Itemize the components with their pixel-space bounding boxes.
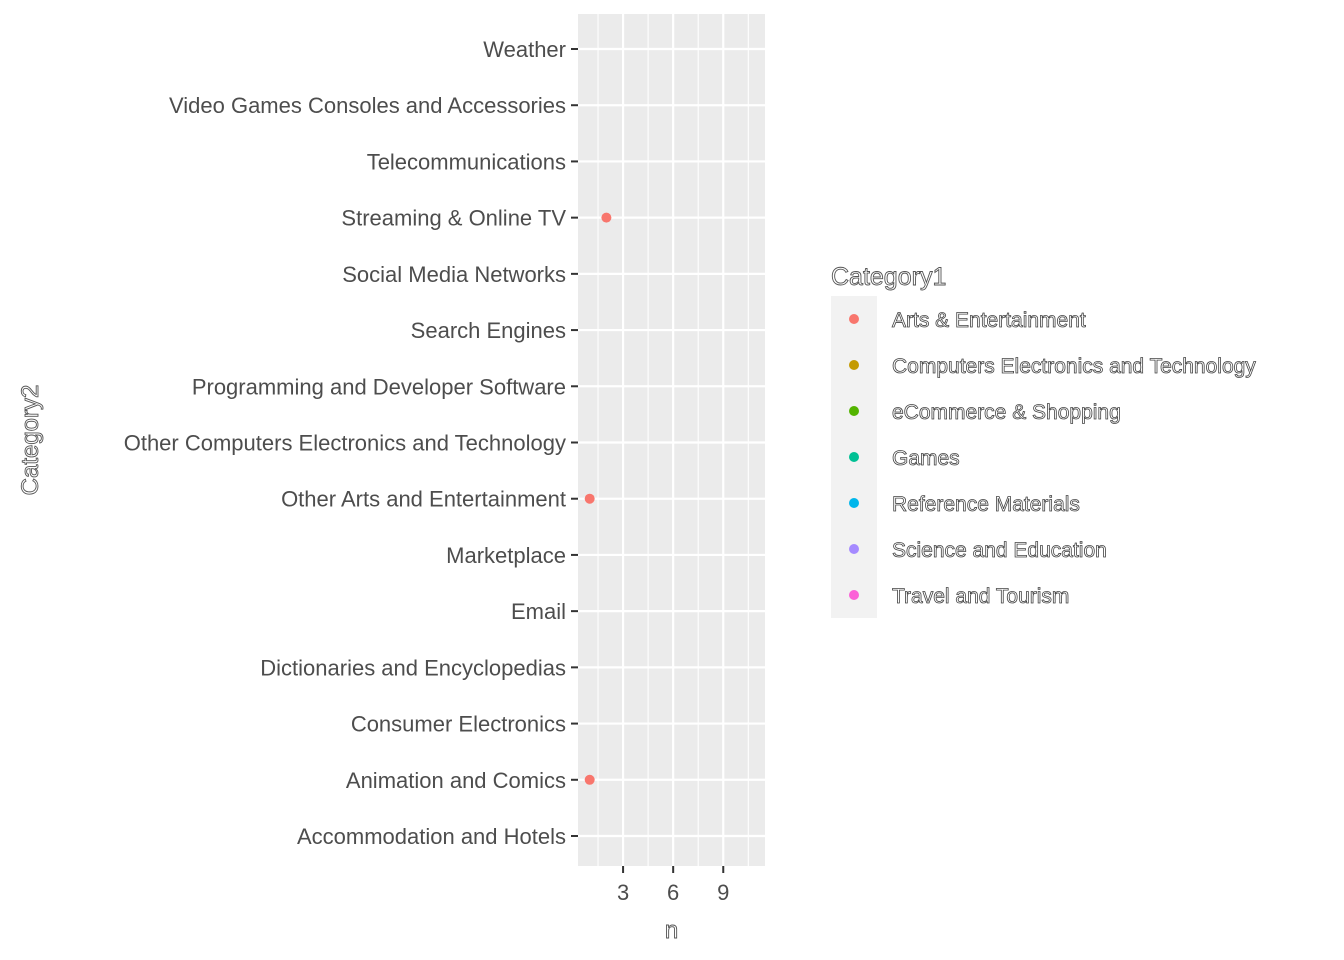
legend-label: Travel and Tourism bbox=[892, 585, 1069, 608]
y-tick-label: Dictionaries and Encyclopedias bbox=[260, 655, 566, 680]
legend-key bbox=[849, 590, 859, 600]
legend-label: Science and Education bbox=[892, 539, 1107, 562]
legend-key bbox=[849, 360, 859, 370]
legend-key bbox=[849, 544, 859, 554]
x-axis: 3 6 9 bbox=[617, 866, 729, 905]
legend-label: Computers Electronics and Technology bbox=[892, 355, 1256, 378]
legend-key bbox=[849, 498, 859, 508]
legend-key bbox=[849, 406, 859, 416]
plot-panel bbox=[578, 14, 765, 866]
y-axis: Accommodation and Hotels Animation and Co… bbox=[124, 37, 578, 849]
grid-lines bbox=[578, 14, 765, 866]
legend-label: Games bbox=[892, 447, 960, 470]
y-tick-label: Marketplace bbox=[446, 543, 566, 568]
y-tick-label: Email bbox=[511, 599, 566, 624]
legend-entries: Arts & Entertainment Computers Electronic… bbox=[849, 309, 1257, 608]
x-tick-label: 3 bbox=[617, 880, 629, 905]
y-tick-label: Other Computers Electronics and Technolo… bbox=[124, 431, 566, 456]
y-tick-label: Other Arts and Entertainment bbox=[281, 487, 566, 512]
legend-label: eCommerce & Shopping bbox=[892, 401, 1121, 424]
y-tick-label: Video Games Consoles and Accessories bbox=[169, 93, 566, 118]
y-tick-label: Accommodation and Hotels bbox=[297, 824, 566, 849]
y-tick-label: Social Media Networks bbox=[342, 262, 566, 287]
legend-title: Category1 bbox=[831, 263, 946, 291]
y-tick-label: Weather bbox=[483, 37, 566, 62]
legend-label: Arts & Entertainment bbox=[892, 309, 1086, 332]
y-tick-label: Programming and Developer Software bbox=[192, 374, 566, 399]
y-axis-title: Category2 bbox=[17, 385, 44, 496]
y-tick-label: Consumer Electronics bbox=[351, 712, 566, 737]
legend-label: Reference Materials bbox=[892, 493, 1080, 516]
x-tick-label: 9 bbox=[717, 880, 729, 905]
y-tick-label: Streaming & Online TV bbox=[341, 206, 566, 231]
y-tick-label: Telecommunications bbox=[367, 149, 566, 174]
data-point bbox=[601, 212, 612, 223]
data-point bbox=[584, 493, 595, 504]
data-point bbox=[584, 774, 595, 785]
legend: Category1 Arts & Entertainment Computers … bbox=[831, 263, 1257, 618]
x-tick-label: 6 bbox=[667, 880, 679, 905]
legend-key bbox=[849, 452, 859, 462]
y-tick-label: Search Engines bbox=[411, 318, 566, 343]
data-points bbox=[584, 212, 612, 785]
x-axis-title: n bbox=[665, 917, 678, 944]
y-tick-label: Animation and Comics bbox=[346, 768, 566, 793]
legend-key bbox=[849, 314, 859, 324]
